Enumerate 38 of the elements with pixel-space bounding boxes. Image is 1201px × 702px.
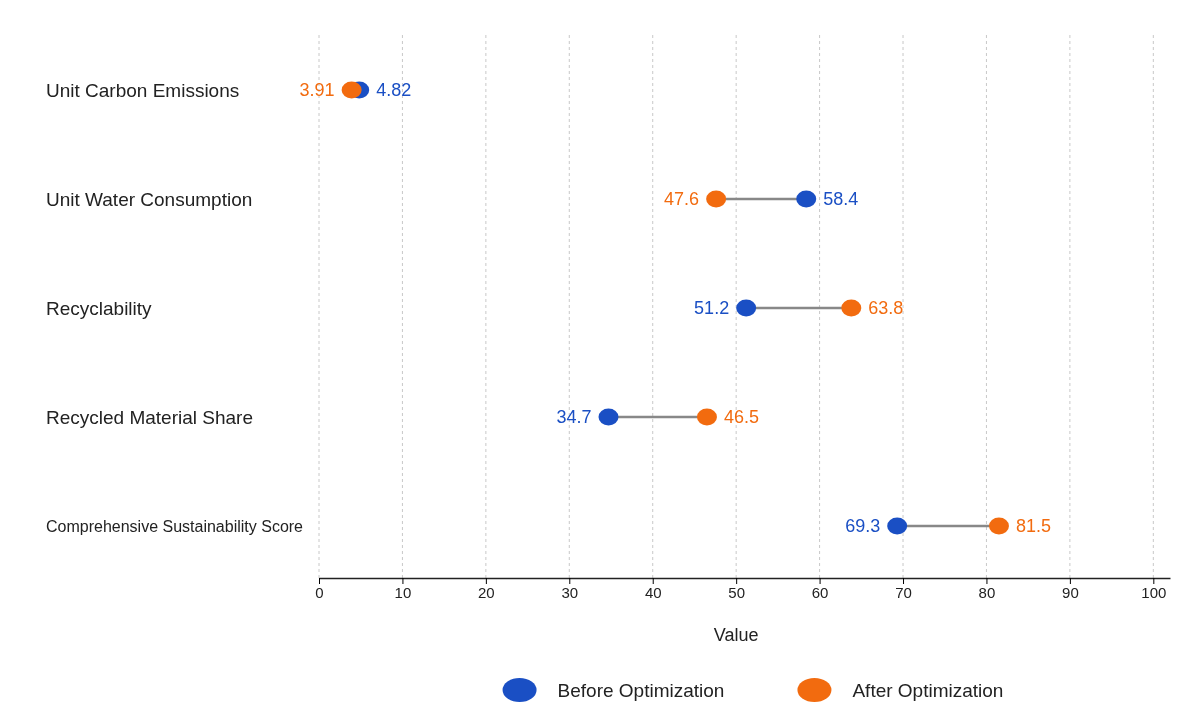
point <box>988 517 1009 535</box>
data-label: 3.91 <box>299 80 335 101</box>
legend-label: After Optimization <box>852 679 1004 701</box>
point <box>796 190 817 208</box>
x-tick-label: 60 <box>811 583 829 601</box>
data-label: 58.4 <box>823 189 859 210</box>
x-tick-label: 30 <box>561 583 579 601</box>
data-label: 51.2 <box>694 298 730 319</box>
x-axis-title: Value <box>713 625 759 645</box>
y-tick-label: Comprehensive Sustainability Score <box>46 517 304 535</box>
data-label: 47.6 <box>664 189 700 210</box>
y-tick-label: Unit Water Consumption <box>46 188 253 210</box>
x-tick-label: 10 <box>394 583 412 601</box>
data-label: 63.8 <box>868 298 904 319</box>
x-tick-label: 50 <box>728 583 745 601</box>
data-label: 69.3 <box>845 516 881 537</box>
y-tick-label: Recyclability <box>46 297 153 319</box>
x-tick-label: 20 <box>478 583 495 601</box>
y-tick-label: Recycled Material Share <box>46 406 253 428</box>
x-tick-label: 80 <box>978 583 996 601</box>
x-tick-label: 40 <box>644 583 662 601</box>
point <box>341 81 362 99</box>
x-tick-label: 90 <box>1062 583 1079 601</box>
point <box>706 190 727 208</box>
x-tick-label: 70 <box>895 583 912 601</box>
point <box>736 299 757 317</box>
legend-label: Before Optimization <box>557 679 725 701</box>
data-label: 4.82 <box>376 80 412 101</box>
y-tick-label: Unit Carbon Emissions <box>46 79 240 101</box>
point <box>841 299 862 317</box>
point <box>696 408 717 426</box>
x-tick-label: 0 <box>315 583 324 601</box>
point <box>598 408 619 426</box>
point <box>887 517 908 535</box>
data-label: 81.5 <box>1015 516 1052 537</box>
data-label: 34.7 <box>556 407 592 428</box>
data-label: 46.5 <box>723 407 759 428</box>
x-tick-label: 100 <box>1141 583 1167 601</box>
